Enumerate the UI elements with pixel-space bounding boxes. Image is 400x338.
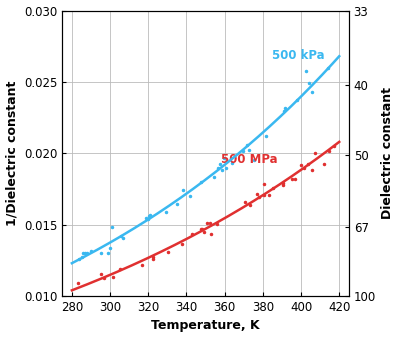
Y-axis label: 1/Dielectric constant: 1/Dielectric constant: [6, 80, 18, 226]
Text: 500 MPa: 500 MPa: [221, 152, 278, 166]
Text: 500 kPa: 500 kPa: [272, 49, 325, 62]
X-axis label: Temperature, K: Temperature, K: [151, 319, 260, 333]
Y-axis label: Dielectric constant: Dielectric constant: [382, 87, 394, 219]
